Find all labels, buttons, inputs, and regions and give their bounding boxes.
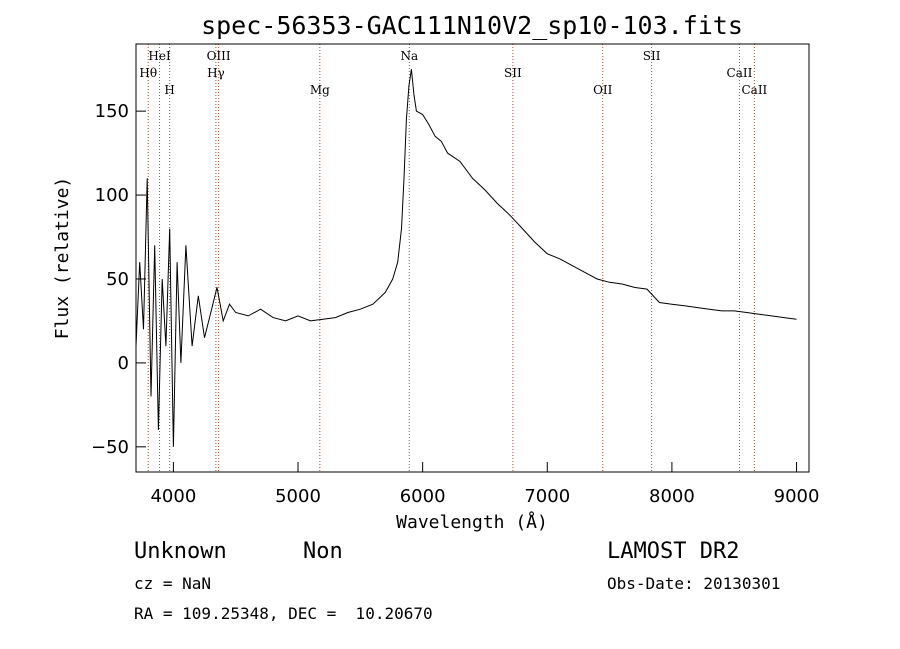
spectrum-line — [135, 69, 797, 447]
x-tick-label-0: 4000 — [150, 486, 196, 507]
y-tick-label-1: 0 — [118, 353, 129, 374]
object-subclass: Non — [303, 539, 343, 564]
redshift-value: cz = NaN — [134, 574, 212, 593]
line-label-0: HeI — [148, 49, 171, 63]
x-tick-label-3: 7000 — [524, 486, 570, 507]
x-tick-label-1: 5000 — [275, 486, 321, 507]
x-tick-label-2: 6000 — [400, 486, 446, 507]
line-label-1: Hθ — [139, 66, 157, 80]
line-label-10: CaII — [727, 66, 753, 80]
line-label-2: H — [164, 83, 174, 97]
y-tick-label-2: 50 — [106, 269, 129, 290]
line-label-4: Hγ — [207, 66, 225, 80]
line-label-11: CaII — [741, 83, 767, 97]
x-axis-label: Wavelength (Å) — [396, 511, 548, 533]
emission-line-labels: HeI Hθ H OIII Hγ Mg Na SII OII SII CaII CaII — [139, 49, 767, 97]
y-tick-label-4: 150 — [95, 101, 129, 122]
coordinates: RA = 109.25348, DEC = 10.20670 — [134, 604, 433, 623]
emission-line-markers — [147, 44, 755, 472]
chart-title: spec-56353-GAC111N10V2_sp10-103.fits — [201, 11, 743, 40]
y-tick-label-0: −50 — [91, 437, 129, 458]
y-axis-ticks: −50 0 50 100 150 — [91, 101, 146, 458]
y-axis-label: Flux (relative) — [52, 177, 73, 340]
line-label-3: OIII — [207, 49, 231, 63]
x-tick-label-4: 8000 — [649, 486, 695, 507]
survey-name: LAMOST DR2 — [607, 539, 740, 564]
x-tick-label-5: 9000 — [774, 486, 820, 507]
x-axis-ticks: 4000 5000 6000 7000 8000 9000 — [150, 462, 819, 507]
line-label-5: Mg — [310, 83, 330, 97]
line-label-7: SII — [504, 66, 522, 80]
observation-date: Obs-Date: 20130301 — [607, 574, 781, 593]
line-label-6: Na — [400, 49, 418, 63]
line-label-9: SII — [643, 49, 661, 63]
object-class: Unknown — [134, 539, 227, 564]
line-label-8: OII — [593, 83, 613, 97]
plot-frame — [135, 43, 810, 473]
y-tick-label-3: 100 — [95, 185, 129, 206]
